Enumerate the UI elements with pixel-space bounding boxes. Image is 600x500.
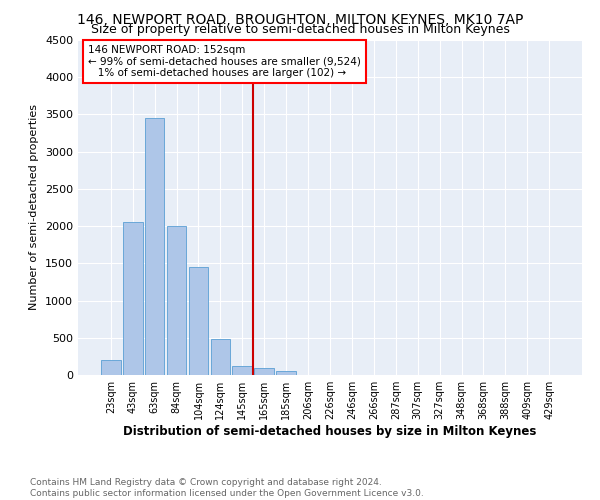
Text: 146 NEWPORT ROAD: 152sqm
← 99% of semi-detached houses are smaller (9,524)
   1%: 146 NEWPORT ROAD: 152sqm ← 99% of semi-d… bbox=[88, 45, 361, 78]
Bar bbox=[232, 366, 252, 375]
X-axis label: Distribution of semi-detached houses by size in Milton Keynes: Distribution of semi-detached houses by … bbox=[124, 425, 536, 438]
Y-axis label: Number of semi-detached properties: Number of semi-detached properties bbox=[29, 104, 40, 310]
Text: 146, NEWPORT ROAD, BROUGHTON, MILTON KEYNES, MK10 7AP: 146, NEWPORT ROAD, BROUGHTON, MILTON KEY… bbox=[77, 12, 523, 26]
Bar bbox=[254, 368, 274, 375]
Bar bbox=[211, 340, 230, 375]
Bar bbox=[123, 222, 143, 375]
Bar bbox=[167, 226, 187, 375]
Text: Contains HM Land Registry data © Crown copyright and database right 2024.
Contai: Contains HM Land Registry data © Crown c… bbox=[30, 478, 424, 498]
Text: Size of property relative to semi-detached houses in Milton Keynes: Size of property relative to semi-detach… bbox=[91, 22, 509, 36]
Bar bbox=[276, 371, 296, 375]
Bar bbox=[101, 360, 121, 375]
Bar bbox=[188, 267, 208, 375]
Bar bbox=[145, 118, 164, 375]
